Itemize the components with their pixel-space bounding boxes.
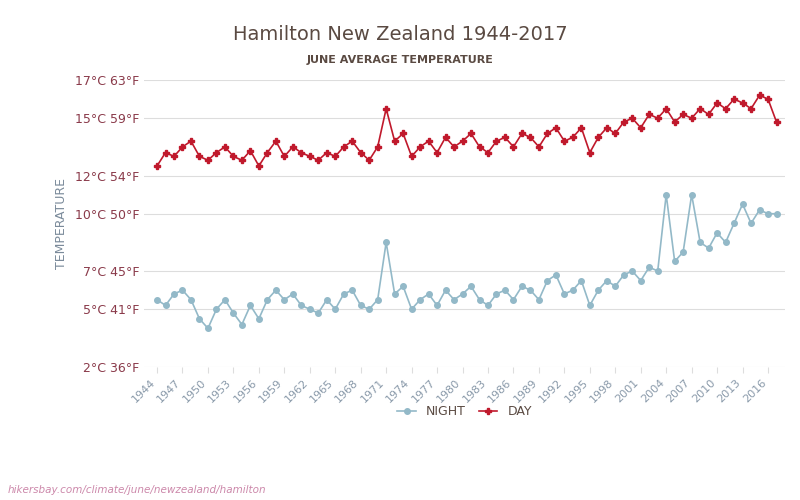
NIGHT bbox=[772, 210, 782, 216]
NIGHT bbox=[509, 296, 518, 302]
NIGHT bbox=[203, 326, 213, 332]
DAY bbox=[712, 100, 722, 106]
DAY bbox=[492, 138, 502, 144]
NIGHT bbox=[730, 220, 739, 226]
DAY bbox=[500, 134, 510, 140]
DAY bbox=[356, 150, 366, 156]
Text: hikersbay.com/climate/june/newzealand/hamilton: hikersbay.com/climate/june/newzealand/ha… bbox=[8, 485, 266, 495]
NIGHT bbox=[662, 192, 671, 198]
DAY bbox=[279, 154, 289, 160]
NIGHT bbox=[297, 302, 306, 308]
Y-axis label: TEMPERATURE: TEMPERATURE bbox=[55, 178, 68, 269]
Line: DAY: DAY bbox=[154, 92, 779, 168]
Text: Hamilton New Zealand 1944-2017: Hamilton New Zealand 1944-2017 bbox=[233, 25, 567, 44]
NIGHT bbox=[288, 291, 298, 297]
Legend: NIGHT, DAY: NIGHT, DAY bbox=[393, 400, 537, 423]
NIGHT bbox=[152, 296, 162, 302]
DAY bbox=[772, 119, 782, 125]
Line: NIGHT: NIGHT bbox=[154, 192, 779, 331]
DAY bbox=[288, 144, 298, 150]
DAY bbox=[152, 163, 162, 169]
Text: JUNE AVERAGE TEMPERATURE: JUNE AVERAGE TEMPERATURE bbox=[306, 55, 494, 65]
DAY bbox=[754, 92, 764, 98]
NIGHT bbox=[364, 306, 374, 312]
NIGHT bbox=[500, 287, 510, 293]
